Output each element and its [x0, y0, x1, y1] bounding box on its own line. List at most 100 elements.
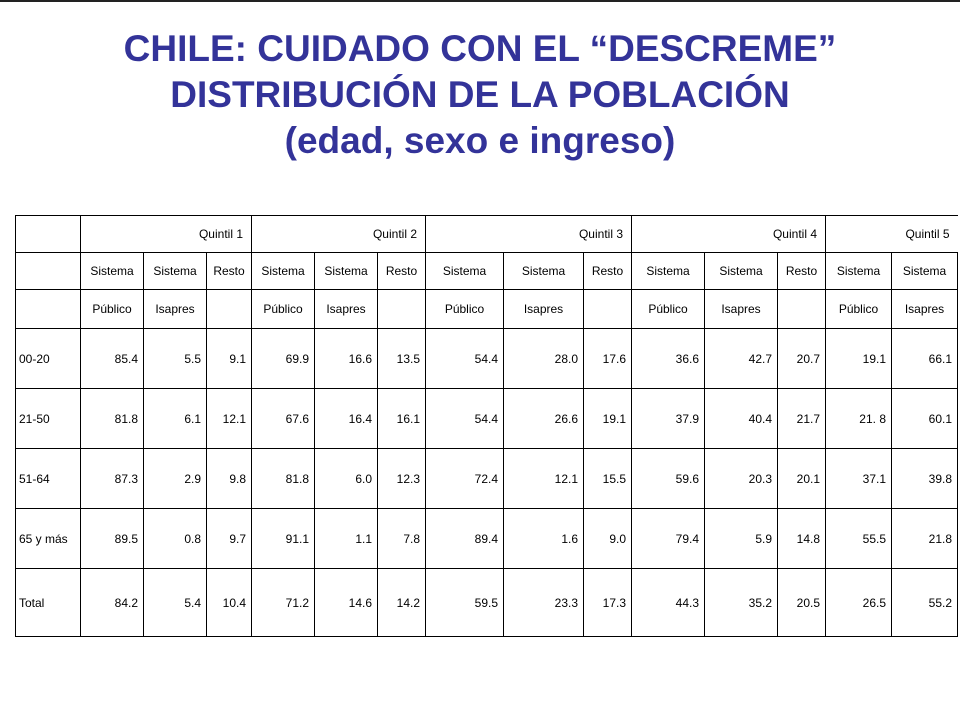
- slide-title: CHILE: CUIDADO CON EL “DESCREME” DISTRIB…: [0, 26, 960, 164]
- table-row: 51-64 87.3 2.9 9.8 81.8 6.0 12.3 72.4 12.1 15.5 59…: [15, 448, 958, 509]
- system-header-cell: Sistema: [143, 252, 207, 290]
- value-cell: 55.5: [825, 508, 892, 569]
- quintile-header-4: Quintil 4: [631, 215, 826, 253]
- quintile-header-5: Quintil 5: [825, 215, 958, 253]
- value-cell: 2.9: [143, 448, 207, 509]
- value-cell: 5.9: [704, 508, 778, 569]
- system-header-cell: [583, 289, 632, 329]
- value-cell: 17.3: [583, 568, 632, 637]
- title-line-3: (edad, sexo e ingreso): [284, 120, 676, 161]
- system-header-cell: Sistema: [425, 252, 504, 290]
- value-cell: 26.6: [503, 388, 584, 449]
- value-cell: 35.2: [704, 568, 778, 637]
- system-header-cell: Sistema: [891, 252, 958, 290]
- value-cell: 60.1: [891, 388, 958, 449]
- quintile-header-2: Quintil 2: [251, 215, 426, 253]
- value-cell: 36.6: [631, 328, 705, 389]
- system-header-cell: Sistema: [825, 252, 892, 290]
- value-cell: 19.1: [583, 388, 632, 449]
- system-header-cell: Resto: [377, 252, 426, 290]
- value-cell: 21. 8: [825, 388, 892, 449]
- value-cell: 87.3: [80, 448, 144, 509]
- value-cell: 89.5: [80, 508, 144, 569]
- system-header-cell: Sistema: [503, 252, 584, 290]
- value-cell: 40.4: [704, 388, 778, 449]
- value-cell: 20.3: [704, 448, 778, 509]
- value-cell: 15.5: [583, 448, 632, 509]
- value-cell: 81.8: [251, 448, 315, 509]
- value-cell: 69.9: [251, 328, 315, 389]
- value-cell: 39.8: [891, 448, 958, 509]
- system-header-cell: Sistema: [251, 252, 315, 290]
- value-cell: 89.4: [425, 508, 504, 569]
- value-cell: 20.1: [777, 448, 826, 509]
- value-cell: 5.5: [143, 328, 207, 389]
- value-cell: 91.1: [251, 508, 315, 569]
- system-header-cell: [777, 289, 826, 329]
- value-cell: 9.1: [206, 328, 252, 389]
- value-cell: 37.1: [825, 448, 892, 509]
- population-distribution-table: Quintil 1 Quintil 2 Quintil 3 Quintil 4 Quin…: [15, 215, 958, 637]
- quintile-header-1: Quintil 1: [80, 215, 252, 253]
- table-row: 65 y más 89.5 0.8 9.7 91.1 1.1 7.8 89.4 1.6 9.0 79…: [15, 508, 958, 569]
- age-group-label: 65 y más: [15, 508, 81, 569]
- system-header-row-2: Público Isapres Público Isapres Público Isapr…: [15, 289, 958, 329]
- value-cell: 42.7: [704, 328, 778, 389]
- corner-cell: [15, 215, 81, 253]
- age-group-label: 00-20: [15, 328, 81, 389]
- value-cell: 9.0: [583, 508, 632, 569]
- value-cell: 20.5: [777, 568, 826, 637]
- table-row: Total 84.2 5.4 10.4 71.2 14.6 14.2 59.5 23.3 17.3…: [15, 568, 958, 637]
- system-header-row-1: Sistema Sistema Resto Sistema Sistema Resto Si…: [15, 252, 958, 290]
- title-line-1: CHILE: CUIDADO CON EL “DESCREME”: [123, 28, 837, 69]
- value-cell: 14.8: [777, 508, 826, 569]
- value-cell: 7.8: [377, 508, 426, 569]
- top-rule: [0, 0, 960, 2]
- value-cell: 54.4: [425, 328, 504, 389]
- system-header-cell: Resto: [777, 252, 826, 290]
- system-header-cell: Público: [425, 289, 504, 329]
- value-cell: 71.2: [251, 568, 315, 637]
- value-cell: 10.4: [206, 568, 252, 637]
- value-cell: 16.4: [314, 388, 378, 449]
- value-cell: 12.1: [206, 388, 252, 449]
- system-header-cell: Resto: [583, 252, 632, 290]
- value-cell: 19.1: [825, 328, 892, 389]
- value-cell: 1.1: [314, 508, 378, 569]
- value-cell: 6.0: [314, 448, 378, 509]
- corner-cell: [15, 252, 81, 290]
- value-cell: 54.4: [425, 388, 504, 449]
- value-cell: 44.3: [631, 568, 705, 637]
- system-header-cell: Isapres: [891, 289, 958, 329]
- value-cell: 6.1: [143, 388, 207, 449]
- value-cell: 21.8: [891, 508, 958, 569]
- value-cell: 26.5: [825, 568, 892, 637]
- system-header-cell: Público: [80, 289, 144, 329]
- table-row: 00-20 85.4 5.5 9.1 69.9 16.6 13.5 54.4 28.0 17.6 3…: [15, 328, 958, 389]
- quintile-header-3: Quintil 3: [425, 215, 632, 253]
- value-cell: 55.2: [891, 568, 958, 637]
- system-header-cell: [206, 289, 252, 329]
- value-cell: 21.7: [777, 388, 826, 449]
- value-cell: 23.3: [503, 568, 584, 637]
- title-line-2: DISTRIBUCIÓN DE LA POBLACIÓN: [170, 74, 790, 115]
- value-cell: 85.4: [80, 328, 144, 389]
- system-header-cell: Público: [251, 289, 315, 329]
- system-header-cell: Público: [631, 289, 705, 329]
- value-cell: 14.2: [377, 568, 426, 637]
- system-header-cell: Isapres: [503, 289, 584, 329]
- system-header-cell: Resto: [206, 252, 252, 290]
- value-cell: 37.9: [631, 388, 705, 449]
- value-cell: 84.2: [80, 568, 144, 637]
- value-cell: 28.0: [503, 328, 584, 389]
- system-header-cell: [377, 289, 426, 329]
- system-header-cell: Sistema: [314, 252, 378, 290]
- value-cell: 67.6: [251, 388, 315, 449]
- system-header-cell: Isapres: [314, 289, 378, 329]
- value-cell: 9.8: [206, 448, 252, 509]
- value-cell: 20.7: [777, 328, 826, 389]
- value-cell: 0.8: [143, 508, 207, 569]
- quintile-header-row: Quintil 1 Quintil 2 Quintil 3 Quintil 4 Quin…: [15, 215, 958, 253]
- value-cell: 66.1: [891, 328, 958, 389]
- value-cell: 79.4: [631, 508, 705, 569]
